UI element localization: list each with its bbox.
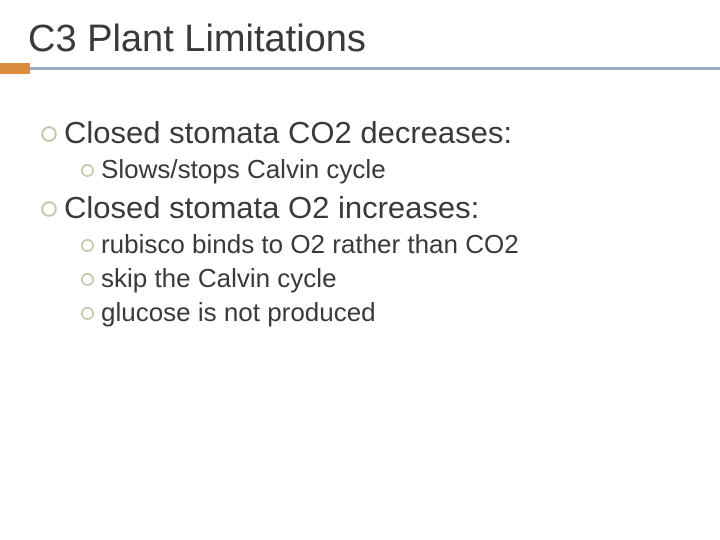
circle-bullet-icon <box>80 238 95 253</box>
bullet-text: Closed stomata O2 increases: <box>64 190 479 226</box>
bullet-level2: Slows/stops Calvin cycle <box>40 154 720 185</box>
title-rule-accent <box>0 63 30 74</box>
bullet-level2: rubisco binds to O2 rather than CO2 <box>40 229 720 260</box>
bullet-level2: glucose is not produced <box>40 297 720 328</box>
bullet-text: rubisco binds to O2 rather than CO2 <box>101 229 519 260</box>
circle-bullet-icon <box>40 200 58 218</box>
content-area: Closed stomata CO2 decreases: Slows/stop… <box>0 115 720 328</box>
bullet-text: skip the Calvin cycle <box>101 263 337 294</box>
bullet-text: Closed stomata CO2 decreases: <box>64 115 512 151</box>
slide-title: C3 Plant Limitations <box>0 18 720 67</box>
slide-container: C3 Plant Limitations Closed stomata CO2 … <box>0 0 720 540</box>
circle-bullet-icon <box>80 306 95 321</box>
bullet-level1: Closed stomata CO2 decreases: <box>40 115 720 151</box>
bullet-level2: skip the Calvin cycle <box>40 263 720 294</box>
circle-bullet-icon <box>80 163 95 178</box>
bullet-text: glucose is not produced <box>101 297 376 328</box>
title-rule-line <box>0 67 720 70</box>
bullet-text: Slows/stops Calvin cycle <box>101 154 386 185</box>
circle-bullet-icon <box>80 272 95 287</box>
bullet-level1: Closed stomata O2 increases: <box>40 190 720 226</box>
circle-bullet-icon <box>40 125 58 143</box>
title-rule <box>0 67 720 75</box>
